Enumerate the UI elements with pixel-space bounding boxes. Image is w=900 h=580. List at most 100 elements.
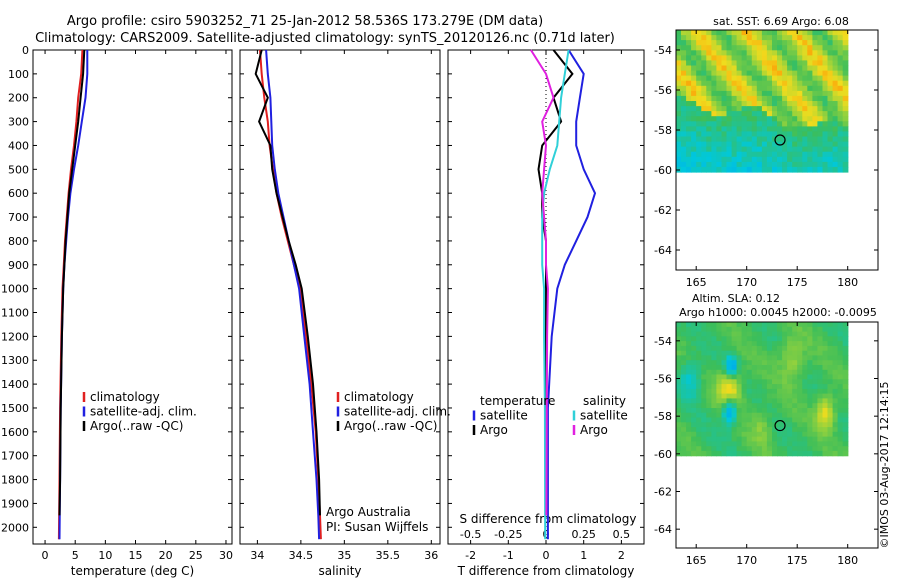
sla-map-cell (686, 379, 692, 385)
sla-map-cell (726, 355, 733, 361)
sla-map-cell (741, 336, 748, 342)
temperature-xtick-label: 10 (98, 549, 112, 562)
sla-map-cell (746, 417, 753, 423)
sla-map-cell (807, 431, 813, 438)
sla-map-cell (777, 374, 783, 380)
sla-map-cell (797, 345, 803, 352)
sst-map-cell (827, 95, 834, 102)
sla-map-cell (686, 408, 692, 414)
sla-map-cell (812, 341, 819, 347)
sla-map-cell (772, 355, 778, 361)
sla-map-cell (832, 322, 839, 328)
sst-map-cell (756, 166, 763, 173)
sst-map-cell (691, 151, 697, 158)
sst-map-cell (807, 156, 813, 163)
sla-map-cell (832, 369, 839, 376)
sst-map-cell (772, 35, 778, 41)
sst-map-cell (746, 161, 753, 168)
sst-map-cell (792, 30, 798, 36)
sla-map-cell (822, 388, 829, 395)
sst-map-cell (701, 65, 707, 72)
sst-map-cell (676, 141, 682, 148)
sst-map-cell (837, 35, 844, 41)
sst-map-cell (741, 101, 748, 107)
sla-map-cell (817, 322, 824, 328)
sst-map-cell (832, 50, 839, 56)
sla-map-cell (827, 331, 834, 337)
sla-map-cell (812, 350, 819, 357)
sst-map-cell (802, 151, 808, 158)
sla-map-cell (716, 331, 723, 337)
sst-map-cell (832, 40, 839, 46)
sst-map-cell (802, 126, 808, 133)
sst-map-cell (691, 156, 697, 163)
sla-map-cell (782, 336, 788, 342)
sla-map-cell (726, 374, 733, 380)
sst-map-cell (716, 35, 723, 41)
sst-map-cell (756, 45, 763, 51)
sst-map-cell (691, 40, 697, 46)
sst-map-cell (711, 90, 718, 97)
sla-map-cell (822, 450, 829, 457)
sla-map-cell (772, 369, 778, 376)
sst-map-cell (772, 80, 778, 87)
sla-map-cell (822, 331, 829, 337)
sla-map-cell (761, 379, 768, 385)
sst-map-cell (797, 95, 803, 102)
sla-map-cell (681, 369, 687, 376)
sst-map-ytick-label: -56 (654, 84, 672, 97)
sla-map-cell (792, 326, 798, 333)
sla-map-cell (686, 412, 692, 419)
salinity-frame (239, 49, 441, 545)
sla-map-cell (741, 350, 748, 357)
sla-map-cell (676, 369, 682, 376)
sst-map-cell (797, 106, 803, 112)
sst-map-cell (761, 40, 768, 46)
sst-map-cell (827, 146, 834, 153)
sla-map-ytick-label: -60 (654, 448, 672, 461)
sst-map-cell (802, 136, 808, 143)
sst-map-cell (842, 70, 849, 77)
sla-map-cell (711, 431, 718, 438)
sla-map-cell (837, 379, 844, 385)
sla-map-cell (731, 403, 738, 409)
sst-map-cell (691, 106, 697, 112)
depth-tick-label: 0 (22, 44, 29, 57)
sla-map-cell (827, 369, 834, 376)
sst-map-cell (691, 55, 697, 62)
sla-map-cell (766, 403, 773, 409)
sst-map-cell (751, 166, 758, 173)
sla-map-cell (827, 441, 834, 447)
sst-map-cell (736, 35, 743, 41)
sla-map-cell (706, 326, 712, 333)
sst-map-cell (751, 60, 758, 67)
sla-map-cell (802, 393, 808, 399)
sla-map-cell (686, 355, 692, 361)
sst-map-cell (741, 126, 748, 133)
sst-map-cell (736, 40, 743, 46)
sst-map-cell (726, 151, 733, 158)
sla-map-cell (746, 436, 753, 442)
sla-map-cell (726, 326, 733, 333)
sla-map-cell (807, 441, 813, 447)
sst-map-cell (837, 30, 844, 36)
sst-map-cell (701, 166, 707, 173)
sla-map-cell (777, 336, 783, 342)
sla-map-cell (756, 417, 763, 423)
sla-map-cell (751, 417, 758, 423)
sla-map-cell (827, 393, 834, 399)
sla-map-cell (681, 345, 687, 352)
sla-map-cell (696, 360, 702, 366)
sst-map-cell (756, 101, 763, 107)
sla-map-cell (787, 326, 793, 333)
sst-map-cell (726, 50, 733, 56)
sst-map-cell (716, 136, 723, 143)
sst-map-cell (812, 55, 819, 62)
sst-map-cell (802, 90, 808, 97)
sst-map-cell (706, 50, 712, 56)
sst-map-cell (792, 70, 798, 77)
sst-map-cell (676, 75, 682, 82)
sst-map-cell (681, 75, 687, 82)
sla-map-cell (782, 331, 788, 337)
sst-map-cell (681, 141, 687, 148)
